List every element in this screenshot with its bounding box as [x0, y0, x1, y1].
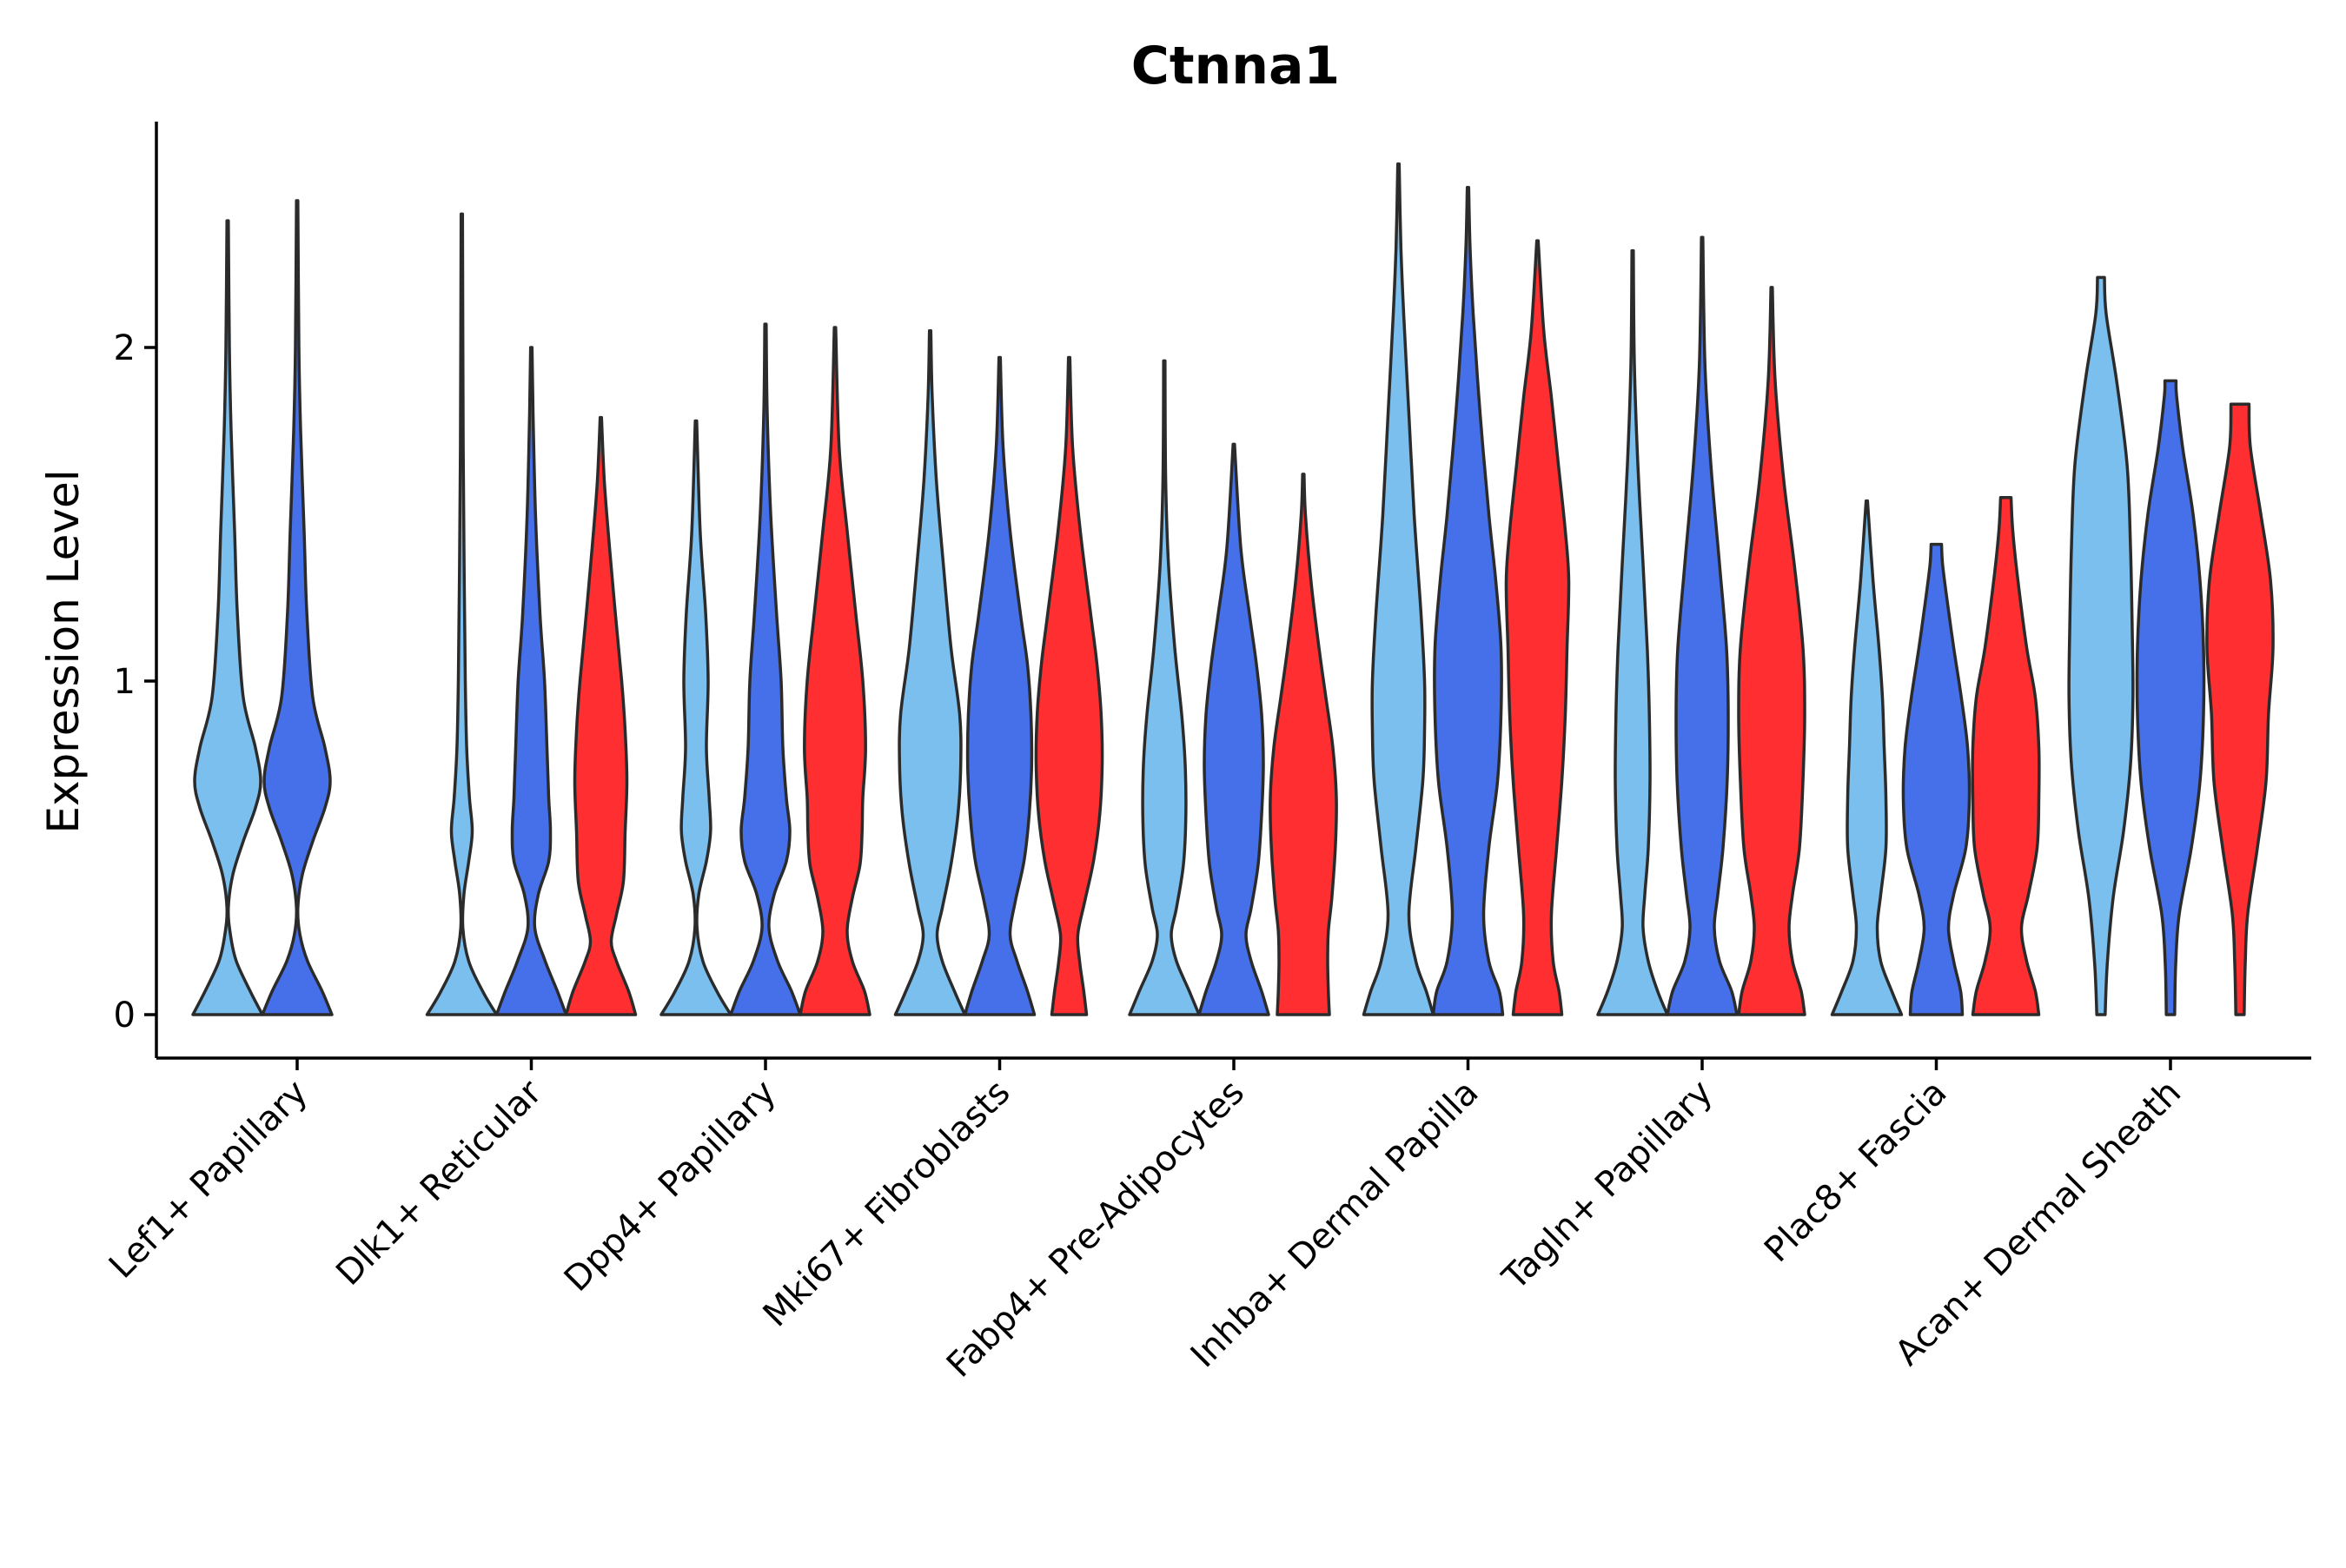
violin-g2 — [729, 322, 802, 1016]
violin-g3 — [2205, 402, 2275, 1016]
violin-group — [1830, 496, 2041, 1016]
violins-layer — [191, 162, 2275, 1016]
violin-g1 — [893, 329, 967, 1016]
violin-g3 — [1269, 473, 1338, 1016]
violin-g3 — [799, 326, 871, 1016]
x-tick-label: Dlk1+ Reticular — [328, 1072, 550, 1293]
violin-g2 — [261, 199, 334, 1016]
violin-g3 — [1971, 496, 2041, 1016]
y-tick-label: 1 — [114, 662, 136, 702]
violin-g1 — [191, 219, 264, 1016]
y-tick-label: 2 — [114, 328, 136, 368]
violin-g1 — [2067, 275, 2135, 1016]
violin-g1 — [1830, 499, 1904, 1016]
violin-group — [893, 329, 1104, 1016]
violin-g1 — [1128, 359, 1201, 1016]
violin-g3 — [1737, 286, 1806, 1016]
violin-g2 — [1901, 542, 1972, 1016]
violin-g2 — [1666, 235, 1739, 1016]
x-tick-label: Dpp4+ Papillary — [557, 1073, 784, 1300]
violin-group — [2067, 275, 2275, 1016]
violin-g1 — [425, 212, 499, 1016]
y-axis-label: Expression Level — [38, 469, 89, 833]
violin-group — [1362, 162, 1571, 1016]
violin-g3 — [1504, 239, 1571, 1016]
violin-g1 — [1362, 162, 1435, 1016]
violin-g3 — [564, 415, 638, 1016]
violin-g2 — [963, 355, 1037, 1016]
violin-group — [659, 322, 871, 1016]
violin-group — [191, 199, 334, 1016]
violin-g2 — [1431, 185, 1505, 1016]
x-tick-label: Mki67+ Fibroblasts — [756, 1073, 1018, 1335]
x-tick-label: Lef1+ Papillary — [102, 1073, 315, 1287]
x-tick-label: Tagln+ Papillary — [1494, 1073, 1720, 1299]
chart-title: Ctnna1 — [1131, 36, 1340, 96]
violin-g1 — [1596, 248, 1669, 1016]
violin-g1 — [659, 419, 732, 1016]
violin-g2 — [2135, 379, 2206, 1016]
violin-group — [1128, 359, 1338, 1016]
x-tick-label: Plac8+ Fascia — [1757, 1073, 1955, 1271]
violin-g2 — [494, 346, 568, 1016]
violin-g3 — [1034, 355, 1104, 1016]
violin-g2 — [1197, 442, 1270, 1016]
violin-group — [1596, 235, 1806, 1016]
violin-group — [425, 212, 638, 1016]
y-tick-label: 0 — [114, 996, 136, 1035]
